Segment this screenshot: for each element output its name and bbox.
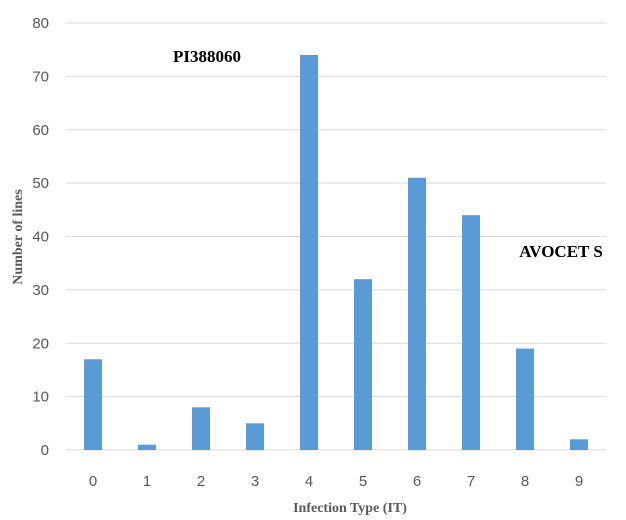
y-axis-title: Number of lines xyxy=(11,189,26,285)
y-tick-label: 30 xyxy=(32,282,49,299)
bar-it-8 xyxy=(516,348,534,450)
y-tick-label: 80 xyxy=(32,15,49,32)
x-tick-label: 4 xyxy=(305,473,313,490)
x-tick-label: 8 xyxy=(521,473,529,490)
y-axis-ticks: 0 10 20 30 40 50 60 70 80 xyxy=(32,15,49,459)
bars xyxy=(84,55,588,451)
x-tick-label: 2 xyxy=(197,473,205,490)
x-tick-label: 6 xyxy=(413,473,421,490)
bar-it-6 xyxy=(408,177,426,450)
y-tick-label: 10 xyxy=(32,389,49,406)
bar-it-3 xyxy=(246,423,264,450)
annotation-avocet-s: AVOCET S xyxy=(519,242,603,261)
x-tick-label: 1 xyxy=(143,473,151,490)
y-tick-label: 70 xyxy=(32,68,49,85)
bar-it-4 xyxy=(300,55,318,451)
bar-it-7 xyxy=(462,215,480,450)
x-tick-label: 7 xyxy=(467,473,475,490)
x-tick-label: 3 xyxy=(251,473,259,490)
bar-it-9 xyxy=(570,439,588,450)
y-tick-label: 0 xyxy=(41,442,49,459)
x-tick-label: 0 xyxy=(89,473,97,490)
bar-it-1 xyxy=(138,444,156,450)
x-axis-title: Infection Type (IT) xyxy=(293,501,407,516)
x-tick-label: 5 xyxy=(359,473,367,490)
x-tick-label: 9 xyxy=(575,473,583,490)
annotation-pi388060: PI388060 xyxy=(173,47,241,66)
bar-it-5 xyxy=(354,279,372,450)
bar-it-0 xyxy=(84,359,102,450)
gridlines xyxy=(66,22,606,451)
y-tick-label: 40 xyxy=(32,229,49,246)
y-tick-label: 20 xyxy=(32,335,49,352)
x-axis-ticks: 0 1 2 3 4 5 6 7 8 9 xyxy=(89,473,583,490)
y-tick-label: 60 xyxy=(32,122,49,139)
bar-it-2 xyxy=(192,407,210,450)
y-tick-label: 50 xyxy=(32,175,49,192)
